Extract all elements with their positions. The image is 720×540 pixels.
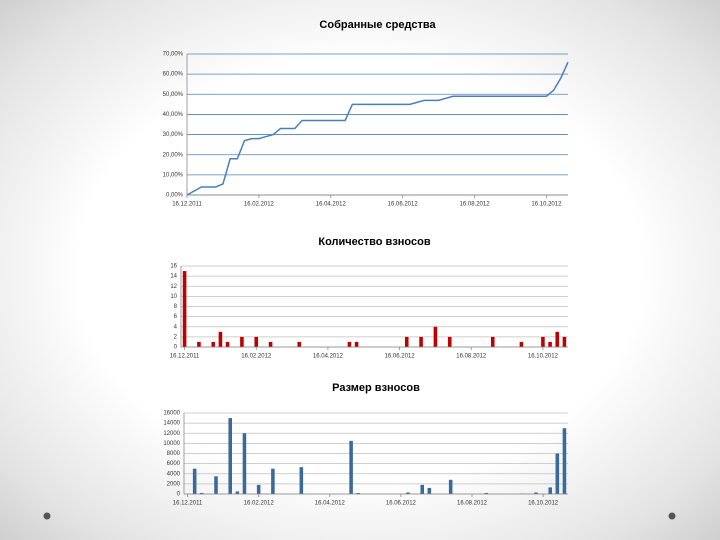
bar [182,271,187,347]
y-tick-label: 16000 [163,411,180,417]
x-tick-label: 16.10.2012 [528,354,559,360]
bar [240,336,244,347]
bar [541,336,545,347]
y-tick-label: 2 [174,334,178,340]
y-tick-label: 4000 [167,471,181,477]
y-tick-label: 0 [174,345,178,351]
bar [354,341,359,347]
y-tick-label: 30,00% [163,132,184,138]
x-tick-label: 16.10.2012 [528,501,559,507]
y-tick-label: 10 [170,294,177,300]
bar [297,341,302,347]
x-tick-label: 16.08.2012 [457,501,488,507]
bar [349,440,353,494]
y-tick-label: 8000 [167,451,181,457]
chart-title: Размер взносов [332,382,420,394]
y-tick-label: 0,00% [166,193,184,199]
bar [271,468,275,494]
bar [228,418,232,494]
y-tick-label: 14 [170,274,177,280]
bullet [668,512,676,520]
x-tick-label: 16.06.2012 [385,354,416,360]
y-tick-label: 60,00% [163,72,184,78]
y-tick-label: 20,00% [163,152,184,158]
bar [211,341,216,347]
bar [448,479,453,494]
bar [433,326,438,347]
bar [447,336,452,347]
bar [404,336,409,347]
x-tick-label: 16.12.2011 [173,501,203,507]
bar [347,341,352,347]
y-tick-label: 14000 [163,421,180,427]
y-tick-label: 12 [170,284,177,290]
y-tick-label: 10,00% [163,172,184,178]
x-tick-label: 16.08.2012 [460,202,491,208]
bar [427,487,432,494]
y-tick-label: 50,00% [163,92,184,98]
x-tick-label: 16.10.2012 [531,202,562,208]
y-tick-label: 2000 [167,481,181,487]
bar [254,336,259,347]
bar [548,487,552,494]
chart-title: Собранные средства [319,19,436,31]
x-tick-label: 16.12.2011 [172,202,202,208]
y-tick-label: 8 [174,304,178,310]
bar [548,341,552,347]
bar [256,484,261,494]
bar [562,336,567,347]
bar [562,428,567,494]
x-tick-label: 16.04.2012 [313,354,344,360]
x-tick-label: 16.04.2012 [316,202,347,208]
bar [200,492,204,494]
bar [197,341,201,347]
y-tick-label: 6 [174,314,178,320]
bar [218,331,223,347]
x-tick-label: 16.08.2012 [456,354,487,360]
bar [235,491,240,494]
bar [268,341,273,347]
x-tick-label: 16.06.2012 [388,202,419,208]
bar [419,336,423,347]
bar [192,468,197,494]
line [186,61,569,196]
bar [555,453,560,494]
y-tick-label: 70,00% [163,52,184,58]
x-tick-label: 16.02.2012 [241,354,272,360]
x-tick-label: 16.02.2012 [244,202,275,208]
chart-title: Количество взносов [318,236,430,248]
y-tick-label: 4 [174,324,178,330]
bar [484,492,488,494]
bar [356,492,360,494]
y-tick-label: 12000 [163,431,180,437]
bar [242,433,247,494]
bullet [43,512,51,520]
x-tick-label: 16.04.2012 [315,501,346,507]
bar [406,492,410,494]
bar [299,467,304,494]
bar [225,341,230,347]
x-tick-label: 16.06.2012 [386,501,417,507]
bar [555,331,560,347]
bar [534,492,538,494]
bar [420,484,424,494]
y-tick-label: 6000 [167,461,181,467]
y-tick-label: 10000 [163,441,180,447]
y-tick-label: 0 [177,492,181,498]
y-tick-label: 40,00% [163,112,184,118]
bar [490,336,495,347]
x-tick-label: 16.02.2012 [244,501,275,507]
y-tick-label: 16 [170,264,177,270]
bar [519,341,524,347]
bar [214,476,218,494]
x-tick-label: 16.12.2011 [170,354,200,360]
